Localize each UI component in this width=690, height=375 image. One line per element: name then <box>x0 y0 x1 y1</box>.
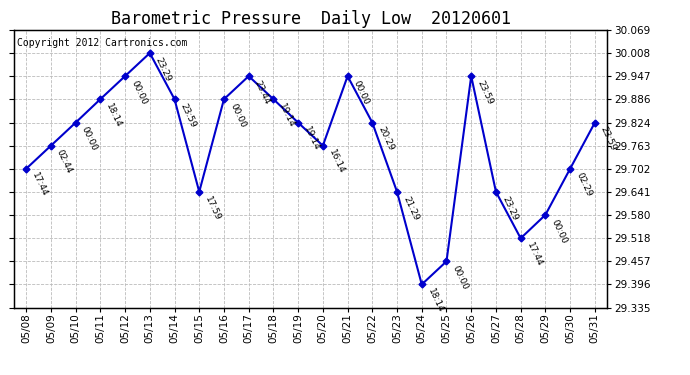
Text: 19:14: 19:14 <box>277 102 297 129</box>
Text: 23:44: 23:44 <box>253 79 272 106</box>
Text: 20:29: 20:29 <box>377 125 395 152</box>
Text: 23:59: 23:59 <box>179 102 198 129</box>
Text: 18:14: 18:14 <box>104 102 124 129</box>
Text: 16:14: 16:14 <box>327 148 346 176</box>
Text: 00:00: 00:00 <box>80 125 99 153</box>
Text: 19:14: 19:14 <box>302 125 322 153</box>
Title: Barometric Pressure  Daily Low  20120601: Barometric Pressure Daily Low 20120601 <box>110 10 511 28</box>
Text: 23:59: 23:59 <box>475 79 495 106</box>
Text: 21:29: 21:29 <box>401 195 420 222</box>
Text: 02:29: 02:29 <box>574 171 593 198</box>
Text: 17:44: 17:44 <box>525 241 544 268</box>
Text: 02:44: 02:44 <box>55 148 74 176</box>
Text: 23:29: 23:29 <box>154 56 173 83</box>
Text: 18:14: 18:14 <box>426 287 445 314</box>
Text: 00:00: 00:00 <box>228 102 247 129</box>
Text: Copyright 2012 Cartronics.com: Copyright 2012 Cartronics.com <box>17 38 187 48</box>
Text: 00:00: 00:00 <box>129 79 148 106</box>
Text: 17:59: 17:59 <box>204 195 222 222</box>
Text: 17:44: 17:44 <box>30 171 49 198</box>
Text: 23:29: 23:29 <box>500 195 519 222</box>
Text: 00:00: 00:00 <box>451 264 470 291</box>
Text: 00:00: 00:00 <box>352 79 371 106</box>
Text: 23:59: 23:59 <box>599 125 618 153</box>
Text: 00:00: 00:00 <box>549 217 569 245</box>
